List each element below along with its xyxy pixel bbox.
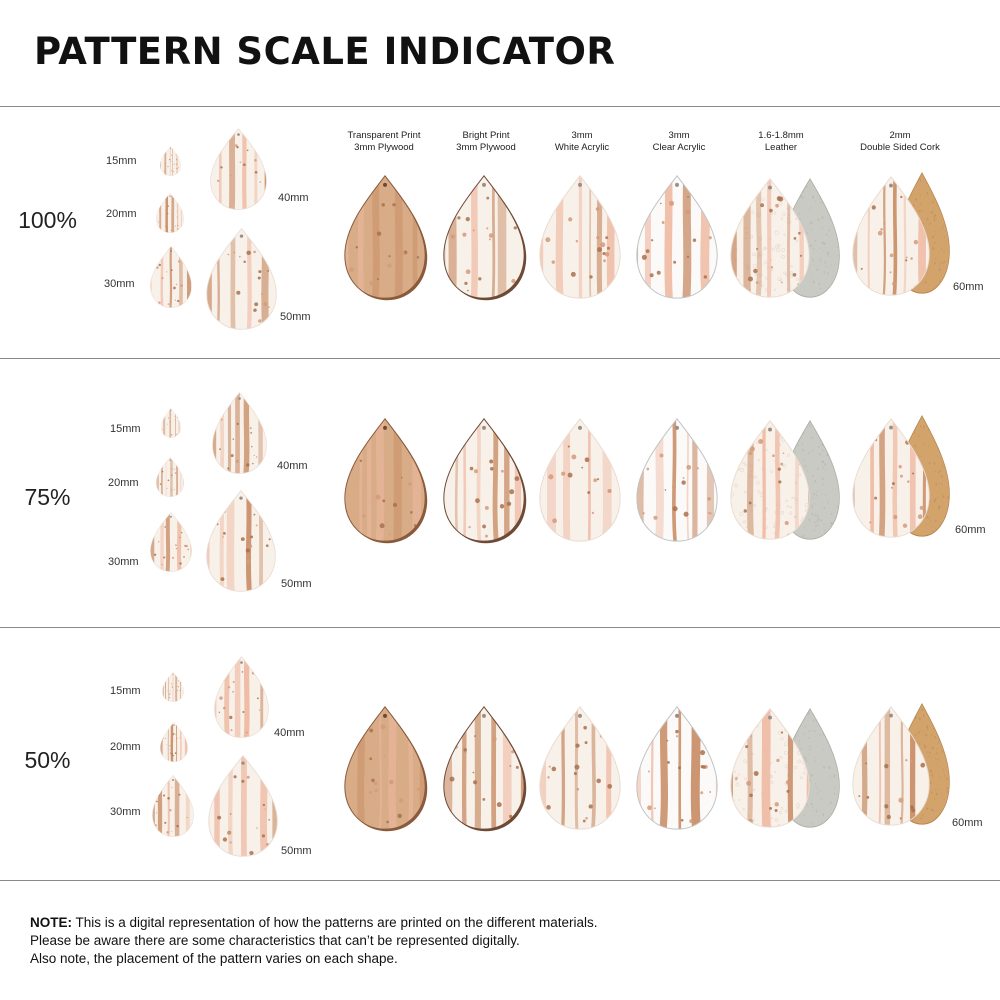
- teardrop-swatch: [636, 175, 718, 299]
- size-label-30: 30mm: [104, 278, 135, 290]
- teardrop-swatch: [636, 706, 718, 830]
- material-line1: Transparent Print: [347, 130, 421, 141]
- teardrop-swatch: [443, 418, 527, 544]
- size-label-40: 40mm: [277, 460, 308, 472]
- material-header-cork: 2mm Double Sided Cork: [840, 130, 960, 154]
- size-label-20: 20mm: [110, 741, 141, 753]
- size-label-15: 15mm: [106, 155, 137, 167]
- material-line1: 3mm: [668, 130, 690, 141]
- material-line2: 3mm Plywood: [456, 142, 516, 153]
- material-header-white-acrylic: 3mm White Acrylic: [522, 130, 642, 154]
- material-line1: 2mm: [889, 130, 911, 141]
- teardrop-swatch: [539, 706, 621, 830]
- teardrop-swatch: [344, 175, 428, 301]
- page-title: PATTERN SCALE INDICATOR: [34, 30, 616, 73]
- material-header-bright-plywood: Bright Print 3mm Plywood: [426, 130, 546, 154]
- teardrop-swatch: [636, 418, 718, 542]
- scale-label: 100%: [18, 207, 77, 233]
- material-header-leather: 1.6-1.8mm Leather: [721, 130, 841, 154]
- teardrop-swatch: [160, 146, 181, 176]
- teardrop-swatch: [150, 512, 192, 572]
- size-label-15: 15mm: [110, 685, 141, 697]
- teardrop-swatch: [161, 408, 181, 438]
- material-line2: Double Sided Cork: [860, 142, 940, 153]
- teardrop-swatch: [214, 656, 269, 738]
- teardrop-swatch: [162, 672, 184, 702]
- material-header-clear-acrylic: 3mm Clear Acrylic: [619, 130, 739, 154]
- size-label-50: 50mm: [281, 578, 312, 590]
- teardrop-swatch: [156, 457, 184, 497]
- scale-label: 75%: [24, 484, 71, 510]
- size-label-40: 40mm: [274, 727, 305, 739]
- teardrop-swatch: [150, 246, 192, 308]
- material-size-label: 60mm: [952, 817, 983, 829]
- teardrop-swatch: [212, 392, 267, 474]
- note-line-1: NOTE: This is a digital representation o…: [30, 914, 598, 932]
- teardrop-swatch: [730, 420, 810, 540]
- size-label-40: 40mm: [278, 192, 309, 204]
- divider: [0, 880, 1000, 881]
- material-line2: Leather: [764, 142, 798, 153]
- note-line-2: Please be aware there are some character…: [30, 933, 520, 948]
- material-line1: 3mm: [571, 130, 593, 141]
- teardrop-swatch: [344, 418, 428, 544]
- size-label-15: 15mm: [110, 423, 141, 435]
- material-size-label: 60mm: [955, 524, 986, 536]
- size-label-30: 30mm: [108, 556, 139, 568]
- note-lead: NOTE:: [30, 915, 72, 930]
- teardrop-swatch: [730, 708, 810, 828]
- teardrop-swatch: [206, 228, 277, 330]
- size-label-20: 20mm: [106, 208, 137, 220]
- material-line2: 3mm Plywood: [354, 142, 414, 153]
- divider: [0, 358, 1000, 359]
- teardrop-swatch: [443, 175, 527, 301]
- size-label-20: 20mm: [108, 477, 139, 489]
- note-text: This is a digital representation of how …: [75, 915, 598, 930]
- material-line1: 1.6-1.8mm: [758, 130, 804, 141]
- material-line1: Bright Print: [462, 130, 510, 141]
- disclaimer-note: NOTE: This is a digital representation o…: [30, 914, 598, 968]
- teardrop-swatch: [344, 706, 428, 832]
- divider: [0, 106, 1000, 107]
- teardrop-swatch: [160, 722, 188, 762]
- teardrop-swatch: [539, 175, 621, 299]
- divider: [0, 627, 1000, 628]
- teardrop-swatch: [206, 490, 276, 592]
- material-line2: White Acrylic: [554, 142, 610, 153]
- teardrop-swatch: [852, 706, 930, 826]
- teardrop-swatch: [156, 193, 184, 233]
- teardrop-swatch: [730, 178, 810, 298]
- teardrop-swatch: [152, 775, 194, 837]
- material-size-label: 60mm: [953, 281, 984, 293]
- scale-label: 50%: [24, 747, 71, 773]
- size-label-50: 50mm: [280, 311, 311, 323]
- teardrop-swatch: [539, 418, 621, 542]
- material-line2: Clear Acrylic: [652, 142, 706, 153]
- teardrop-swatch: [210, 128, 267, 210]
- teardrop-swatch: [208, 755, 278, 857]
- material-header-transparent-plywood: Transparent Print 3mm Plywood: [324, 130, 444, 154]
- size-label-30: 30mm: [110, 806, 141, 818]
- teardrop-swatch: [852, 176, 930, 296]
- teardrop-swatch: [852, 418, 930, 538]
- note-line-3: Also note, the placement of the pattern …: [30, 951, 398, 966]
- size-label-50: 50mm: [281, 845, 312, 857]
- teardrop-swatch: [443, 706, 527, 832]
